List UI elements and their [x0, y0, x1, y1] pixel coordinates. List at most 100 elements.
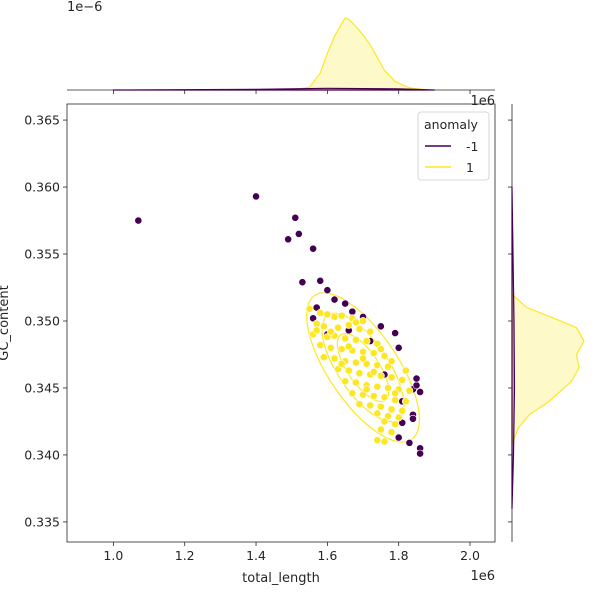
point-anomaly [416, 388, 424, 396]
point-anomaly [294, 230, 303, 238]
point-normal [376, 345, 385, 354]
point-normal [401, 366, 410, 375]
point-normal [359, 354, 367, 363]
point-anomaly [391, 329, 400, 337]
point-normal [341, 377, 350, 386]
point-normal [348, 389, 357, 398]
right-marginal-density [508, 104, 585, 542]
point-anomaly [298, 278, 307, 287]
point-normal [316, 341, 325, 350]
point-anomaly [348, 307, 357, 316]
point-normal [373, 409, 382, 418]
point-normal [401, 397, 410, 406]
x-offset-text: 1e6 [470, 569, 495, 584]
point-normal [305, 305, 314, 313]
legend-title: anomaly [424, 117, 479, 132]
x-tick-label: 2.0 [460, 548, 480, 563]
point-normal [323, 310, 332, 319]
x-axis-label: total_length [242, 571, 320, 586]
legend: anomaly -1 1 [417, 111, 490, 181]
x-axis-ticks: 1.0 1.2 1.4 1.6 1.8 2.0 [103, 542, 480, 563]
point-anomaly [341, 299, 350, 308]
point-normal [337, 359, 346, 368]
point-anomaly [309, 244, 317, 253]
y-tick-label: 0.340 [24, 447, 60, 462]
point-normal [319, 353, 328, 362]
point-normal [380, 351, 389, 360]
legend-box [417, 111, 490, 181]
right-density-curve [511, 293, 585, 445]
point-normal [398, 376, 407, 384]
point-normal [344, 342, 353, 351]
top-marginal-density [67, 17, 495, 94]
point-normal [384, 412, 392, 420]
point-normal [376, 402, 385, 411]
y-tick-label: 0.345 [24, 380, 60, 395]
point-normal [334, 323, 342, 332]
point-normal [387, 373, 396, 382]
point-normal [344, 366, 353, 375]
x-tick-label: 1.6 [317, 548, 337, 563]
point-anomaly [252, 192, 260, 201]
top-marginal-offset-text: 1e−6 [67, 0, 102, 15]
point-normal [394, 413, 403, 422]
point-anomaly [409, 414, 417, 423]
scatter-points [134, 192, 424, 458]
point-normal [380, 437, 389, 446]
point-normal [373, 436, 382, 445]
point-normal [384, 362, 392, 371]
y-tick-label: 0.365 [24, 113, 60, 128]
density-contours [306, 292, 421, 443]
point-normal [376, 372, 385, 380]
point-normal [359, 317, 367, 325]
point-anomaly [416, 449, 424, 458]
contour-line [306, 292, 421, 443]
point-normal [380, 417, 389, 426]
point-normal [387, 428, 396, 437]
point-normal [362, 359, 371, 368]
point-normal [337, 311, 346, 320]
point-normal [387, 357, 396, 366]
point-normal [387, 405, 396, 414]
point-anomaly [309, 314, 317, 323]
point-normal [327, 343, 335, 352]
point-normal [337, 345, 346, 354]
point-normal [373, 382, 382, 391]
point-normal [319, 322, 328, 331]
point-normal [369, 367, 378, 376]
point-normal [312, 326, 321, 335]
y-tick-label: 0.350 [24, 313, 60, 328]
y-axis-ticks: 0.335 0.340 0.345 0.350 0.355 0.360 0.365 [24, 113, 67, 529]
plot-frame [66, 103, 496, 543]
point-normal [351, 378, 360, 387]
point-normal [384, 384, 392, 392]
legend-label-1: 1 [466, 160, 474, 175]
point-normal [359, 390, 367, 399]
y-axis-label: GC_content [0, 285, 12, 360]
point-normal [362, 337, 371, 345]
point-normal [334, 365, 342, 374]
point-anomaly [376, 322, 385, 331]
point-normal [369, 392, 378, 400]
point-normal [362, 385, 371, 394]
point-anomaly [323, 286, 332, 295]
point-anomaly [291, 213, 300, 222]
point-anomaly [412, 374, 421, 383]
point-normal [344, 321, 353, 329]
point-normal [359, 347, 367, 356]
point-anomaly [394, 433, 403, 442]
point-normal [391, 420, 400, 429]
point-anomaly [394, 343, 403, 352]
point-normal [312, 319, 321, 328]
point-anomaly [284, 235, 293, 244]
point-normal [391, 389, 400, 398]
point-normal [405, 386, 414, 395]
point-anomaly [405, 438, 414, 447]
point-normal [341, 334, 350, 343]
point-normal [380, 393, 389, 402]
point-normal [351, 335, 360, 344]
y-offset-text: 1e6 [470, 94, 495, 109]
top-density-curve [112, 87, 435, 91]
point-normal [355, 325, 364, 333]
